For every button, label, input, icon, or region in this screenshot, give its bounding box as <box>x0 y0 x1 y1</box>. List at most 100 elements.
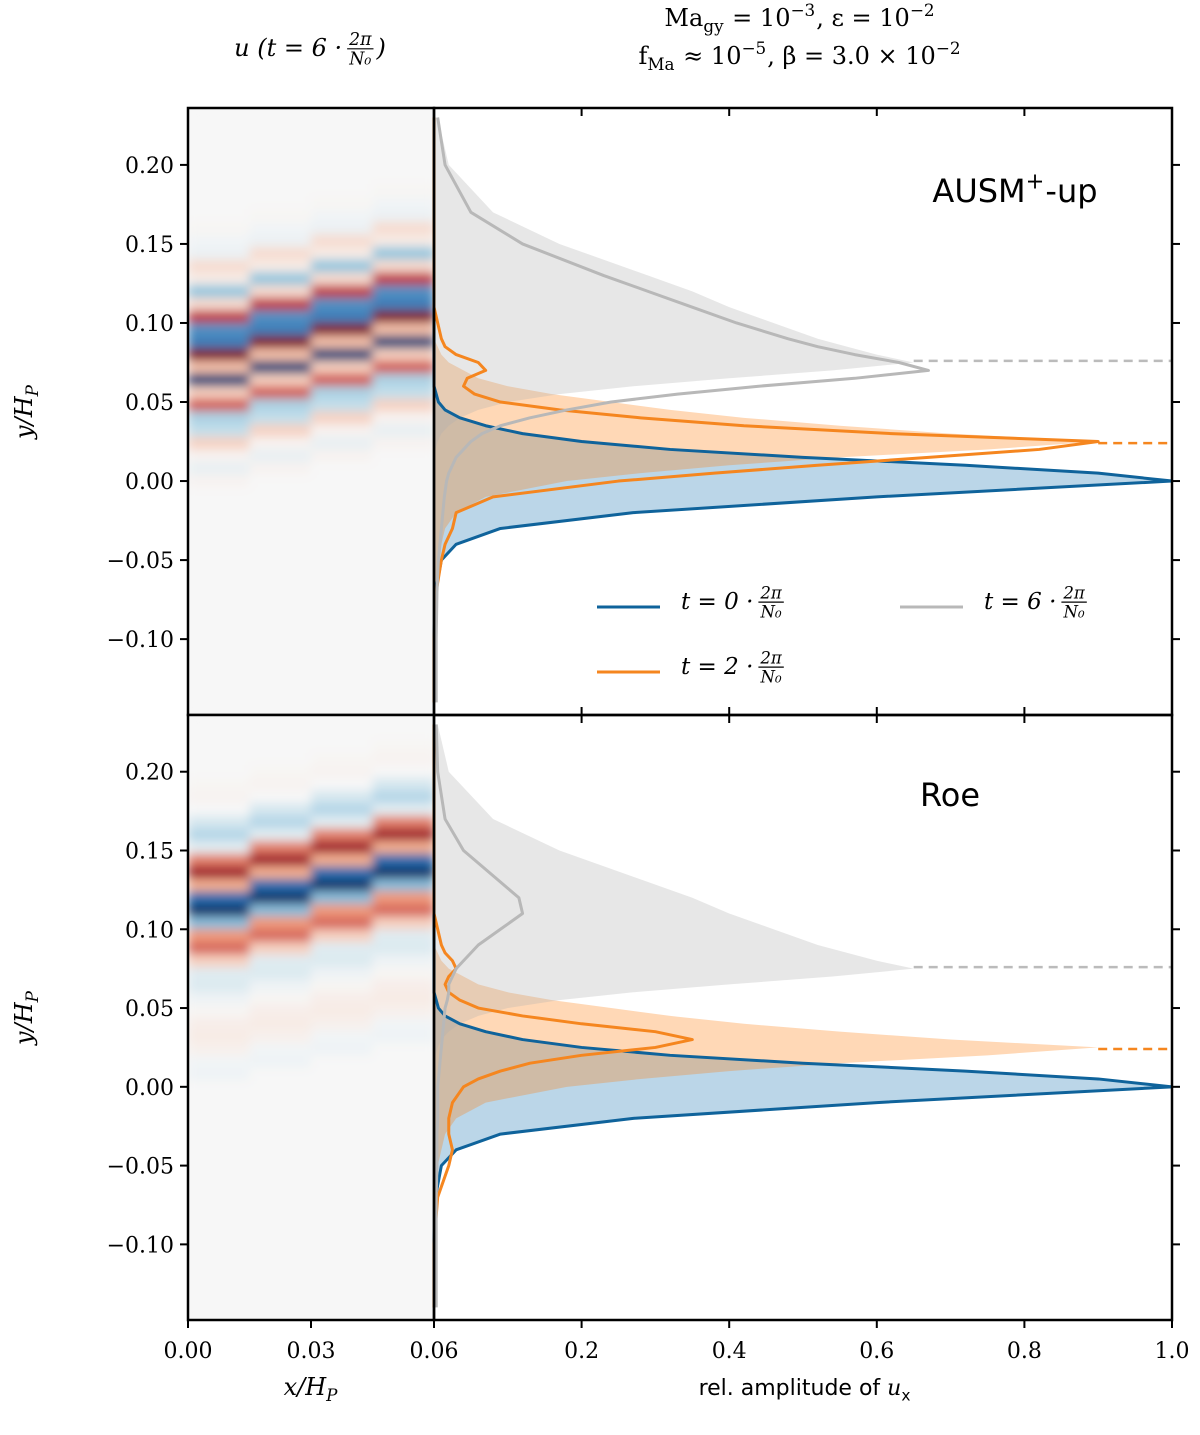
heatmap-cell <box>311 601 374 615</box>
heatmap-cell <box>311 171 374 185</box>
y-tick-label: 0.15 <box>125 839 174 864</box>
heatmap-cell <box>188 841 251 855</box>
heatmap-cell <box>188 411 251 425</box>
chart-title-part: Ma <box>647 54 674 74</box>
heatmap-cell <box>372 386 434 400</box>
y-tick-label: −0.10 <box>107 1233 174 1258</box>
heatmap-cell <box>249 1181 312 1195</box>
heatmap-cell <box>188 778 251 792</box>
heatmap-cell <box>372 853 434 867</box>
heatmap-cell <box>188 929 251 943</box>
x-tick-label: 0.03 <box>287 1339 336 1364</box>
heatmap-cell <box>311 1269 374 1283</box>
heatmap-cell <box>249 234 312 248</box>
chart-title: f Ma ≈ 10 −5, β = 3.0 × 10 −2 <box>638 38 960 74</box>
heatmap-cell <box>249 1282 312 1296</box>
heatmap-cell <box>311 449 374 463</box>
heatmap-cell <box>311 715 374 729</box>
heatmap-cell <box>188 853 251 867</box>
heatmap-cell <box>311 916 374 930</box>
heatmap-cell <box>311 1118 374 1132</box>
heatmap-cell <box>188 1244 251 1258</box>
heatmap-cell <box>372 1168 434 1182</box>
x-tick-label: 0.00 <box>164 1339 213 1364</box>
heatmap-cell <box>188 1231 251 1245</box>
heatmap-cell <box>372 1294 434 1308</box>
heatmap-cell <box>188 1080 251 1094</box>
heatmap-cell <box>311 1017 374 1031</box>
heatmap-cell <box>249 108 312 122</box>
heatmap-cell <box>311 740 374 754</box>
legend-label-part: 2π <box>759 584 783 603</box>
heatmap-cell <box>249 778 312 792</box>
legend-label-part: 2π <box>1062 584 1086 603</box>
heatmap-cell <box>311 487 374 501</box>
heatmap-cell <box>311 183 374 198</box>
heatmap-cell <box>188 1156 251 1170</box>
heatmap-cell <box>311 1105 374 1119</box>
x-axis-label: x/H P <box>284 1373 339 1405</box>
heatmap-cell <box>249 525 312 539</box>
x-axis-label-part: rel. amplitude of <box>699 1376 888 1401</box>
heatmap-cell <box>372 247 434 261</box>
legend-label-part: 2π <box>759 649 783 668</box>
heatmap-cell <box>311 1004 374 1019</box>
heatmap-cell <box>188 1130 251 1145</box>
heatmap-cell <box>311 360 374 375</box>
panel-label-part: Roe <box>920 776 980 814</box>
heatmap-cell <box>249 145 312 160</box>
y-tick-label: 0.10 <box>125 918 174 943</box>
heatmap-cell <box>311 1282 374 1296</box>
heatmap-cell <box>188 765 251 779</box>
x-tick-label: 0.2 <box>564 1339 599 1364</box>
chart-title-part: −2 <box>936 38 961 58</box>
heatmap-cell <box>249 550 312 564</box>
heatmap-cell <box>311 1030 374 1044</box>
heatmap-cell <box>188 575 251 590</box>
heatmap-cell <box>188 916 251 930</box>
heatmap-cell <box>249 1244 312 1258</box>
heatmap-cell <box>311 664 374 678</box>
heatmap-cell <box>372 613 434 628</box>
heatmap-cell <box>188 1030 251 1044</box>
heatmap-cell <box>372 474 434 488</box>
heatmap-cell <box>311 841 374 855</box>
heatmap-cell <box>188 878 251 893</box>
heatmap-cell <box>311 158 374 172</box>
heatmap-cell <box>249 626 312 640</box>
heatmap-cell <box>372 588 434 602</box>
profile-line <box>434 117 930 703</box>
heatmap-cell <box>372 1055 434 1069</box>
heatmap-cell <box>249 1067 312 1082</box>
heatmap-cell <box>311 209 374 223</box>
heatmap-cell <box>372 626 434 640</box>
heatmap-cell <box>372 1193 434 1208</box>
heatmap-cell <box>372 740 434 754</box>
heatmap-cell <box>188 702 251 715</box>
x-axis-label-part: u <box>887 1376 901 1401</box>
heatmap-cell <box>188 120 251 134</box>
heatmap-cell <box>311 1156 374 1170</box>
heatmap-cell <box>372 967 434 981</box>
heatmap-cell <box>188 1282 251 1296</box>
heatmap-cell <box>372 1269 434 1283</box>
heatmap-cell <box>249 853 312 867</box>
heatmap-cell <box>372 1080 434 1094</box>
heatmap-cell <box>249 1168 312 1182</box>
heatmap-cell <box>249 613 312 628</box>
heatmap-cell <box>311 373 374 387</box>
heatmap-cell <box>372 462 434 476</box>
heatmap-cell <box>311 285 374 299</box>
heatmap-cell <box>188 158 251 172</box>
heatmap-cell <box>372 664 434 678</box>
heatmap-cell <box>372 171 434 185</box>
heatmap-cell <box>188 386 251 400</box>
heatmap-cell <box>372 145 434 160</box>
heatmap-cell <box>372 702 434 715</box>
heatmap-cell <box>249 537 312 552</box>
heatmap-cell <box>188 550 251 564</box>
